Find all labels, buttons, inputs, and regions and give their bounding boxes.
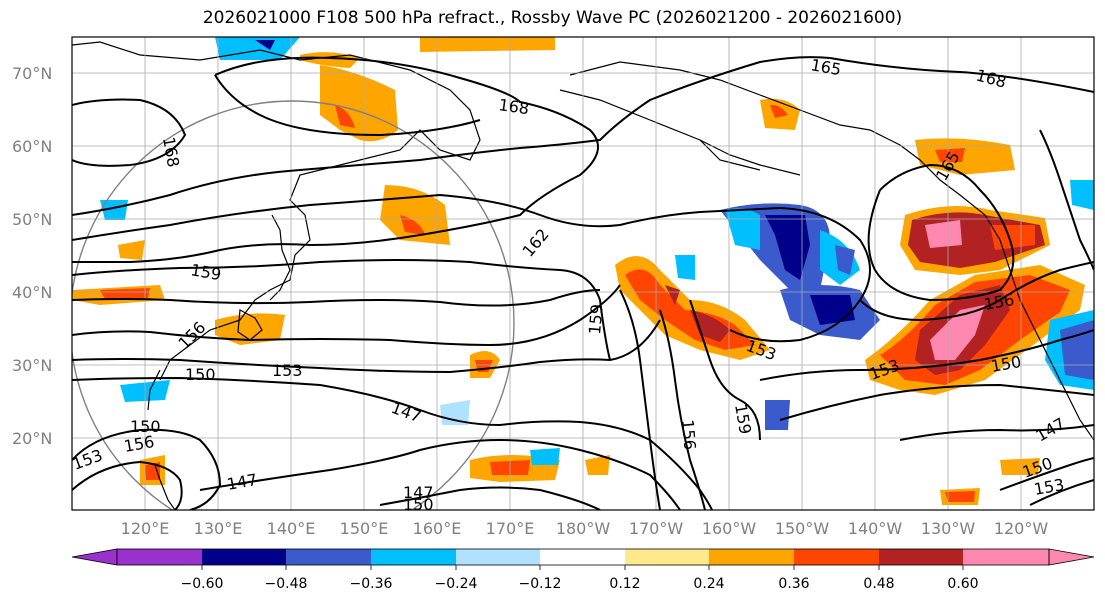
contour-label: 150 <box>130 417 161 436</box>
lon-label: 120°E <box>121 519 170 538</box>
lon-label: 170°W <box>629 519 684 538</box>
lon-label: 130°E <box>194 519 243 538</box>
colorbar-segment <box>202 549 286 565</box>
colorbar-tick-label: 0.36 <box>778 576 809 592</box>
colorbar-lower-extension <box>71 548 118 566</box>
colorbar-segment <box>286 549 371 565</box>
contour-label: 150 <box>403 495 434 514</box>
colorbar-outline <box>116 548 1050 566</box>
colorbar-tick-label: 0.48 <box>863 576 894 592</box>
lon-label: 170°E <box>486 519 535 538</box>
colorbar-tick-label: −0.36 <box>350 576 393 592</box>
colorbar: −0.60 −0.48 −0.36 −0.24 −0.12 0.12 0.24 … <box>71 548 1095 592</box>
lon-label: 150°W <box>775 519 830 538</box>
colorbar-segment <box>709 549 794 565</box>
range-circle <box>72 100 515 510</box>
contour-label: 168 <box>497 95 530 118</box>
latitude-labels: 70°N 60°N 50°N 40°N 30°N 20°N <box>12 64 52 448</box>
colorbar-upper-extension <box>1048 548 1095 566</box>
lat-label: 30°N <box>12 356 52 375</box>
lon-label: 140°W <box>848 519 903 538</box>
colorbar-segment <box>456 549 540 565</box>
colorbar-segment <box>625 549 709 565</box>
map-title: 2026021000 F108 500 hPa refract., Rossby… <box>202 8 903 28</box>
lat-label: 20°N <box>12 429 52 448</box>
lon-label: 150°E <box>340 519 389 538</box>
graticule <box>72 37 1094 510</box>
contour-label: 150 <box>185 365 216 384</box>
colorbar-tick-label: −0.48 <box>265 576 308 592</box>
colorbar-tick-label: 0.60 <box>947 576 978 592</box>
longitude-labels: 120°E 130°E 140°E 150°E 160°E 170°E 180°… <box>121 519 1049 538</box>
colorbar-segment <box>879 549 963 565</box>
lon-label: 120°W <box>994 519 1049 538</box>
colorbar-segment <box>794 549 879 565</box>
contour-label: 156 <box>678 419 700 451</box>
colorbar-segment <box>963 549 1049 565</box>
colorbar-tick-label: 0.12 <box>609 576 640 592</box>
colorbar-segment <box>117 549 202 565</box>
lon-label: 140°E <box>267 519 316 538</box>
map-frame <box>71 36 1095 511</box>
colorbar-tick-label: −0.60 <box>181 576 224 592</box>
colorbar-segment <box>371 549 456 565</box>
contour-label: 159 <box>585 303 607 335</box>
lon-label: 160°W <box>702 519 757 538</box>
lat-label: 40°N <box>12 283 52 302</box>
lon-label: 160°E <box>413 519 462 538</box>
lon-label: 180°W <box>556 519 611 538</box>
lat-label: 70°N <box>12 64 52 83</box>
contour-lines <box>72 56 1094 510</box>
lon-label: 130°W <box>921 519 976 538</box>
coastlines <box>72 41 1094 510</box>
colorbar-tick-label: 0.24 <box>693 576 724 592</box>
lat-label: 50°N <box>12 210 52 229</box>
contour-label: 153 <box>272 361 303 380</box>
colorbar-tick-label: −0.12 <box>519 576 562 592</box>
map-content: 168 168 165 168 165 162 159 159 156 153 … <box>72 37 1094 514</box>
colorbar-segment <box>540 549 625 565</box>
colorbar-tick-label: −0.24 <box>435 576 478 592</box>
lat-label: 60°N <box>12 137 52 156</box>
contour-label: 147 <box>403 483 434 502</box>
shaded-anomalies <box>72 37 1094 505</box>
contour-label-group: 168 168 165 168 165 162 159 159 156 153 … <box>72 55 1068 514</box>
